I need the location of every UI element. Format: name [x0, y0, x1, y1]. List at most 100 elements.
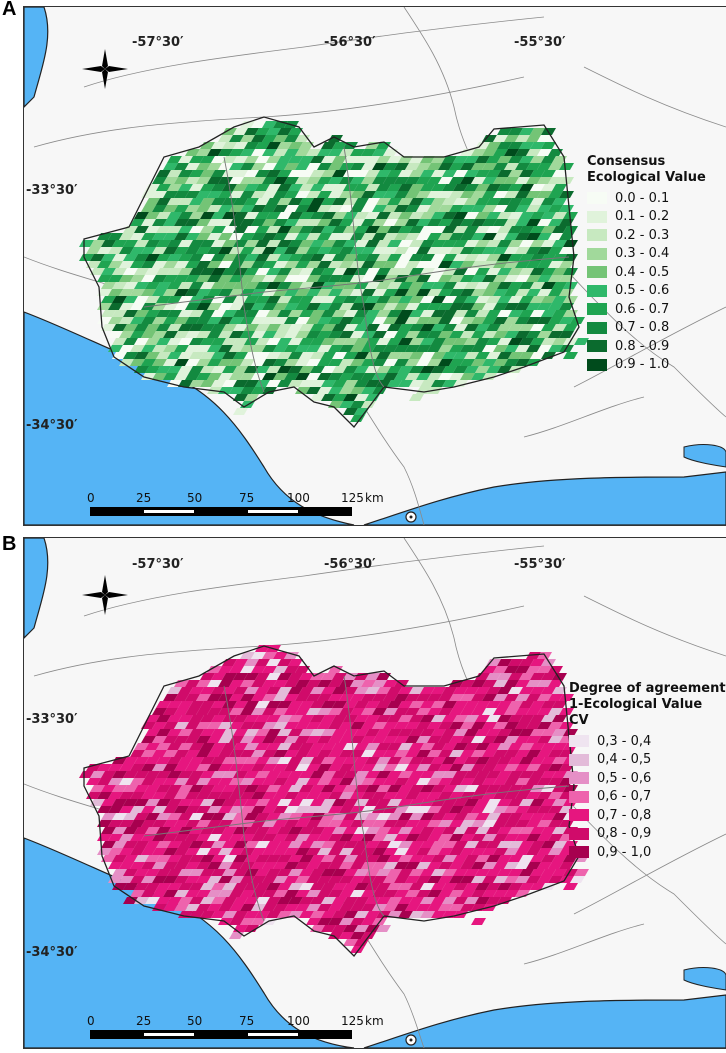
raster-cell — [427, 303, 442, 310]
raster-cell — [295, 764, 310, 771]
raster-cell — [262, 652, 277, 659]
raster-cell — [152, 345, 167, 352]
raster-cell — [416, 834, 431, 841]
raster-cell — [288, 324, 303, 331]
raster-cell — [112, 771, 127, 778]
raster-cell — [559, 303, 574, 310]
legend-item: 0,8 - 0,9 — [569, 825, 726, 844]
raster-cell — [207, 876, 222, 883]
raster-cell — [262, 722, 277, 729]
raster-cell — [244, 394, 259, 401]
raster-cell — [541, 771, 556, 778]
raster-cell — [229, 806, 244, 813]
raster-cell — [471, 247, 486, 254]
raster-cell — [306, 736, 321, 743]
raster-cell — [240, 247, 255, 254]
raster-cell — [277, 743, 292, 750]
raster-cell — [416, 862, 431, 869]
raster-cell — [211, 310, 226, 317]
raster-cell — [178, 324, 193, 331]
raster-cell — [442, 184, 457, 191]
legend-swatch — [569, 735, 589, 748]
raster-cell — [174, 764, 189, 771]
raster-cell — [460, 694, 475, 701]
raster-cell — [167, 841, 182, 848]
raster-cell — [306, 708, 321, 715]
raster-cell — [185, 359, 200, 366]
raster-cell — [486, 366, 501, 373]
raster-cell — [416, 177, 431, 184]
raster-cell — [295, 708, 310, 715]
raster-cell — [482, 862, 497, 869]
raster-cell — [240, 359, 255, 366]
raster-cell — [570, 876, 585, 883]
scale-unit: km — [365, 491, 384, 505]
raster-cell — [339, 932, 354, 939]
raster-cell — [130, 778, 145, 785]
raster-cell — [156, 771, 171, 778]
raster-cell — [145, 813, 160, 820]
raster-cell — [482, 135, 497, 142]
raster-cell — [416, 750, 431, 757]
raster-cell — [266, 855, 281, 862]
raster-cell — [178, 254, 193, 261]
raster-cell — [255, 743, 270, 750]
raster-cell — [321, 338, 336, 345]
raster-cell — [537, 261, 552, 268]
raster-cell — [387, 282, 402, 289]
raster-cell — [200, 813, 215, 820]
raster-cell — [141, 764, 156, 771]
raster-cell — [332, 729, 347, 736]
raster-cell — [493, 163, 508, 170]
raster-cell — [156, 282, 171, 289]
raster-cell — [416, 890, 431, 897]
raster-cell — [471, 289, 486, 296]
raster-cell — [167, 282, 182, 289]
raster-cell — [317, 764, 332, 771]
raster-cell — [486, 785, 501, 792]
raster-cell — [229, 680, 244, 687]
raster-cell — [376, 240, 391, 247]
raster-cell — [486, 897, 501, 904]
raster-cell — [442, 897, 457, 904]
raster-cell — [449, 764, 464, 771]
raster-cell — [409, 338, 424, 345]
raster-cell — [288, 827, 303, 834]
basemap — [24, 538, 726, 1048]
raster-cell — [310, 156, 325, 163]
raster-cell — [145, 268, 160, 275]
raster-cell — [163, 722, 178, 729]
raster-cell — [339, 876, 354, 883]
raster-cell — [541, 813, 556, 820]
raster-cell — [189, 757, 204, 764]
raster-cell — [486, 198, 501, 205]
raster-cell — [541, 198, 556, 205]
raster-cell — [398, 198, 413, 205]
raster-cell — [416, 331, 431, 338]
raster-cell — [321, 268, 336, 275]
raster-cell — [475, 366, 490, 373]
raster-cell — [163, 247, 178, 254]
raster-cell — [453, 226, 468, 233]
raster-cell — [145, 254, 160, 261]
raster-cell — [537, 219, 552, 226]
raster-cell — [508, 659, 523, 666]
raster-cell — [284, 275, 299, 282]
raster-cell — [354, 296, 369, 303]
raster-cell — [328, 261, 343, 268]
raster-cell — [196, 694, 211, 701]
raster-cell — [519, 701, 534, 708]
raster-cell — [211, 170, 226, 177]
raster-cell — [284, 722, 299, 729]
raster-cell — [552, 841, 567, 848]
raster-cell — [365, 827, 380, 834]
raster-cell — [163, 275, 178, 282]
raster-cell — [328, 848, 343, 855]
raster-cell — [244, 212, 259, 219]
raster-cell — [255, 240, 270, 247]
raster-cell — [101, 296, 116, 303]
raster-cell — [222, 673, 237, 680]
raster-cell — [482, 373, 497, 380]
raster-cell — [504, 820, 519, 827]
raster-cell — [519, 282, 534, 289]
